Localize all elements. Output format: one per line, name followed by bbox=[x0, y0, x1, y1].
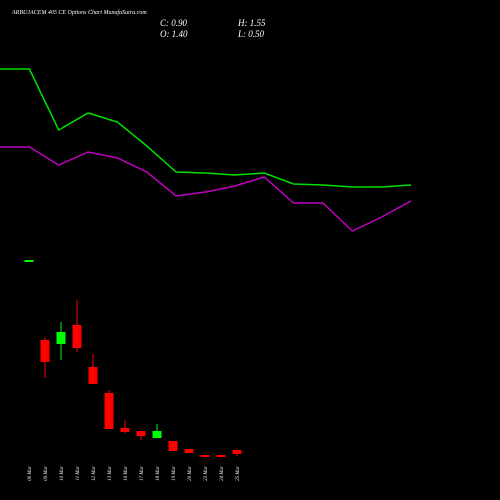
close-label: C: 0.90 bbox=[160, 18, 188, 28]
candle-body bbox=[104, 393, 114, 429]
x-tick-label: 18 Mar bbox=[156, 466, 161, 481]
indicator-line bbox=[0, 146, 412, 232]
candle-body bbox=[216, 455, 226, 457]
candle-body bbox=[136, 431, 146, 436]
low-label: L: 0.50 bbox=[237, 29, 265, 39]
x-tick-label: 12 Mar bbox=[92, 466, 97, 481]
x-tick-label: 11 Mar bbox=[76, 466, 81, 481]
candle-body bbox=[152, 431, 162, 438]
x-tick-label: 06 Mar bbox=[28, 466, 33, 481]
high-label: H: 1.55 bbox=[237, 18, 266, 28]
candle-body bbox=[232, 450, 242, 454]
x-tick-label: 25 Mar bbox=[236, 466, 241, 481]
candle-body bbox=[120, 428, 130, 432]
x-tick-label: 13 Mar bbox=[108, 466, 113, 481]
candle-body bbox=[200, 455, 210, 457]
open-label: O: 1.40 bbox=[160, 29, 188, 39]
candle-body bbox=[56, 332, 66, 344]
x-tick-label: 23 Mar bbox=[204, 466, 209, 481]
candle-body bbox=[184, 449, 194, 453]
x-tick-label: 20 Mar bbox=[188, 466, 193, 481]
chart-title: ARBUJACEM 405 CE Options Chart MunafaSut… bbox=[11, 9, 147, 16]
candle-body bbox=[40, 340, 50, 362]
x-tick-label: 10 Mar bbox=[60, 466, 65, 481]
candle-body bbox=[168, 441, 178, 451]
candle-body bbox=[24, 260, 34, 262]
x-tick-label: 17 Mar bbox=[140, 466, 145, 481]
candle-body bbox=[88, 367, 98, 384]
x-tick-label: 24 Mar bbox=[220, 466, 225, 481]
x-tick-label: 16 Mar bbox=[124, 466, 129, 481]
x-tick-label: 19 Mar bbox=[172, 466, 177, 481]
x-tick-label: 09 Mar bbox=[44, 466, 49, 481]
candle-body bbox=[72, 325, 82, 348]
indicator-line bbox=[0, 68, 412, 188]
